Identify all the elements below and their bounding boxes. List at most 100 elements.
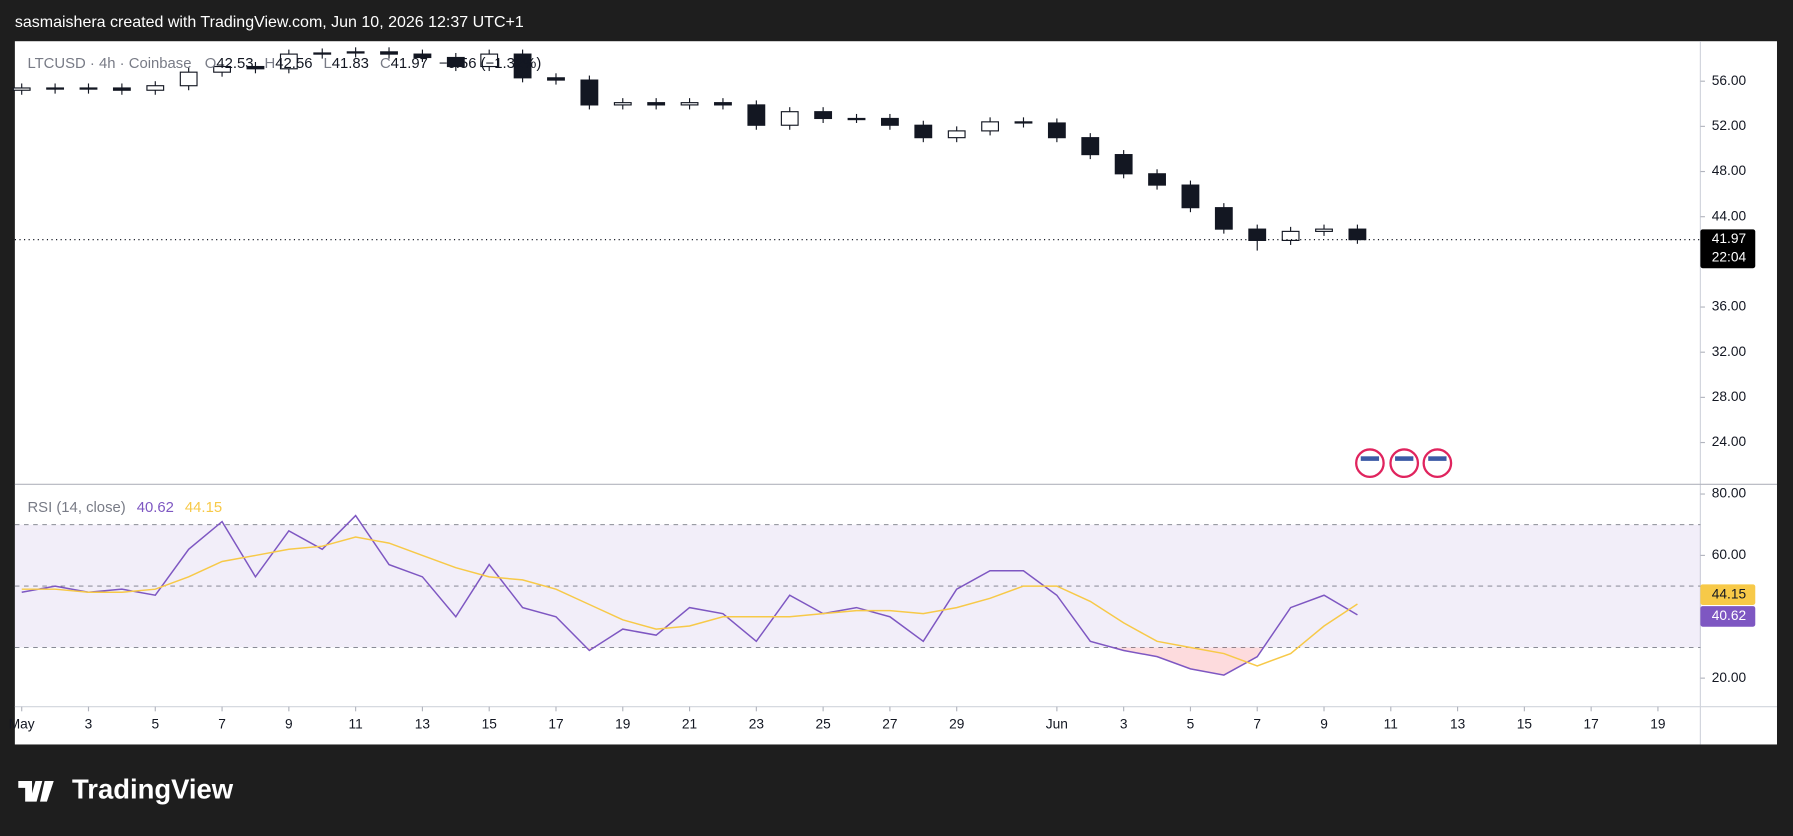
legend-c: 41.97 <box>391 56 428 72</box>
candle-body <box>747 104 766 126</box>
countdown-label: 22:04 <box>1712 250 1747 265</box>
y-tick-label: 60.00 <box>1712 547 1747 562</box>
value-badge <box>1700 606 1756 627</box>
legend-o-label: O <box>205 56 217 72</box>
rsi-title: RSI (14, close) <box>27 500 125 516</box>
x-tick-label: 29 <box>949 717 964 732</box>
candle-body <box>413 53 432 59</box>
rsi-value: 40.62 <box>137 500 174 516</box>
last-price-box <box>1700 229 1756 269</box>
legend-l: 41.83 <box>332 56 369 72</box>
x-tick-label: 5 <box>151 717 159 732</box>
candle-body <box>981 121 1000 132</box>
event-icon <box>1355 448 1385 479</box>
candle-body <box>947 130 966 139</box>
legend-l-label: L <box>323 56 331 72</box>
y-tick-label: 32.00 <box>1712 344 1747 359</box>
y-tick-label: 24.00 <box>1712 434 1747 449</box>
x-tick-label: 11 <box>349 717 363 732</box>
x-tick-label: 3 <box>85 717 93 732</box>
candle-body <box>1114 154 1133 175</box>
legend-change: −0.56 (−1.32%) <box>439 56 541 72</box>
candle-body <box>613 102 632 106</box>
candle-body <box>847 117 866 121</box>
candle-body <box>1148 173 1166 186</box>
price-legend: LTCUSD · 4h · Coinbase O42.53 H42.56 L41… <box>27 56 541 72</box>
legend-h-label: H <box>265 56 276 72</box>
candle-body <box>1081 137 1100 156</box>
x-tick-label: 3 <box>1120 717 1128 732</box>
candle-body <box>547 77 565 81</box>
legend-h: 42.56 <box>275 56 312 72</box>
candle-body <box>880 117 899 126</box>
candle-body <box>446 56 465 68</box>
candle-body <box>46 87 65 90</box>
value-badge-label: 40.62 <box>1712 608 1746 623</box>
x-tick-label: 11 <box>1384 717 1398 732</box>
y-tick-label: 36.00 <box>1712 299 1747 314</box>
x-tick-label: 9 <box>285 717 293 732</box>
y-tick-label: 48.00 <box>1712 163 1747 178</box>
candle-body <box>246 65 265 70</box>
candle-body <box>279 53 298 70</box>
x-tick-label: 7 <box>218 717 226 732</box>
event-icon <box>1422 448 1453 479</box>
x-tick-label: 21 <box>682 717 697 732</box>
x-tick-label: May <box>9 717 35 732</box>
candle-body <box>1281 230 1300 241</box>
oversold-fill <box>586 647 1264 676</box>
value-badge <box>1700 584 1756 605</box>
flag <box>1428 456 1447 461</box>
x-tick-label: 19 <box>615 717 630 732</box>
x-tick-label: 7 <box>1253 717 1261 732</box>
candle-body <box>1214 207 1233 230</box>
x-tick-label: 15 <box>482 717 498 732</box>
logo: TradingView <box>18 774 234 805</box>
x-tick-label: 17 <box>1584 717 1599 732</box>
rsi-line <box>21 514 1358 676</box>
x-tick-label: Jun <box>1046 717 1068 732</box>
y-tick-label: 44.00 <box>1712 208 1747 223</box>
y-tick-label: 52.00 <box>1712 118 1747 133</box>
candle-body <box>1315 228 1333 232</box>
candle-body <box>814 111 833 120</box>
flag <box>1395 456 1414 461</box>
candle-body <box>313 52 332 55</box>
chart-frame <box>14 41 1777 745</box>
candle-body <box>480 53 499 68</box>
candle-body <box>914 124 933 139</box>
symbol: LTCUSD · 4h · Coinbase <box>27 56 191 72</box>
candle-body <box>680 102 699 106</box>
x-tick-label: 13 <box>1450 717 1466 732</box>
flag <box>1360 456 1380 461</box>
logo-text: TradingView <box>72 774 234 805</box>
x-tick-label: 19 <box>1650 717 1665 732</box>
candle-body <box>714 102 732 106</box>
x-tick-label: 17 <box>548 717 563 732</box>
candles <box>12 47 1367 251</box>
rsi-pane <box>14 514 1701 676</box>
x-tick-label: 13 <box>415 717 431 732</box>
candle-body <box>780 111 799 126</box>
x-tick-label: 9 <box>1320 717 1328 732</box>
candle-body <box>213 65 231 73</box>
legend-o: 42.53 <box>216 56 253 72</box>
candle-body <box>1047 122 1066 139</box>
event-icons <box>1355 448 1453 479</box>
candle-body <box>146 85 165 91</box>
value-badge-label: 44.15 <box>1712 586 1747 601</box>
candle-body <box>79 87 98 90</box>
caption: sasmaishera created with TradingView.com… <box>15 14 524 31</box>
rsi-legend: RSI (14, close) 40.62 44.15 <box>27 500 222 516</box>
candle-body <box>513 53 532 79</box>
y-tick-label: 28.00 <box>1712 389 1747 404</box>
logo-mark <box>18 781 54 802</box>
y-tick-label: 20.00 <box>1712 670 1747 685</box>
candle-body <box>1014 121 1033 124</box>
event-icon <box>1389 448 1420 479</box>
candle-body <box>1248 228 1267 241</box>
candle-body <box>647 102 666 106</box>
candle-body <box>1348 228 1367 241</box>
candle-body <box>1181 184 1200 209</box>
